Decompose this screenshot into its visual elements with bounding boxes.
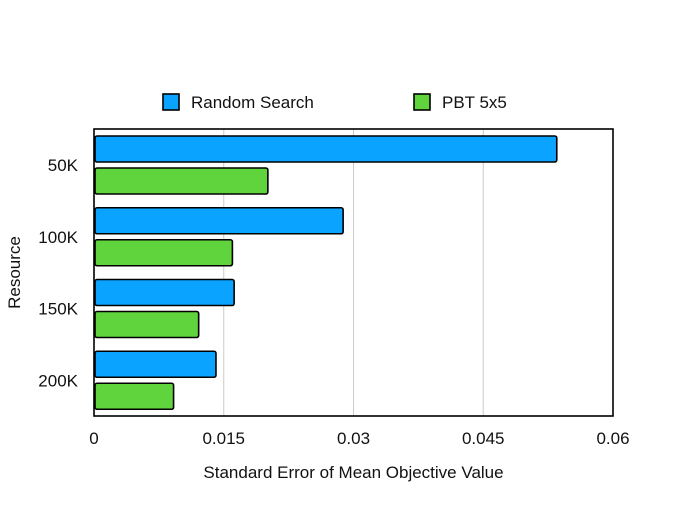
legend-entry-random-search: Random Search	[162, 93, 314, 112]
legend-entry-pbt-5x5: PBT 5x5	[413, 93, 507, 112]
x-tick-label: 0.045	[462, 429, 505, 448]
y-tick-label: 150K	[38, 300, 78, 319]
y-axis-title: Resource	[5, 236, 24, 309]
legend-swatch-pbt-5x5	[413, 93, 431, 111]
legend: Random Search PBT 5x5	[162, 93, 507, 112]
bar-random-search-200k	[94, 350, 217, 379]
bars	[94, 135, 558, 411]
bar-random-search-50k	[94, 135, 558, 163]
bar-pbt-5x5-200k	[94, 382, 175, 411]
legend-label-random-search: Random Search	[191, 93, 314, 112]
bar-pbt-5x5-150k	[94, 310, 200, 339]
bar-pbt-5x5-100k	[94, 238, 234, 267]
y-tick-label: 100K	[38, 228, 78, 247]
x-tick-label: 0.03	[337, 429, 370, 448]
y-tick-label: 50K	[48, 156, 79, 175]
x-tick-labels: 0 0.015 0.03 0.045 0.06	[89, 429, 629, 448]
plot-frame	[93, 128, 614, 417]
legend-swatch-random-search	[162, 93, 180, 111]
legend-label-pbt-5x5: PBT 5x5	[442, 93, 507, 112]
bar-random-search-100k	[94, 206, 344, 235]
x-tick-label: 0.015	[202, 429, 245, 448]
y-tick-label: 200K	[38, 371, 78, 390]
bar-pbt-5x5-50k	[94, 167, 269, 195]
x-axis-title: Standard Error of Mean Objective Value	[203, 463, 503, 482]
x-tick-label: 0.06	[596, 429, 629, 448]
bar-random-search-150k	[94, 278, 235, 307]
x-tick-label: 0	[89, 429, 98, 448]
y-tick-labels: 50K 100K 150K 200K	[38, 156, 78, 390]
